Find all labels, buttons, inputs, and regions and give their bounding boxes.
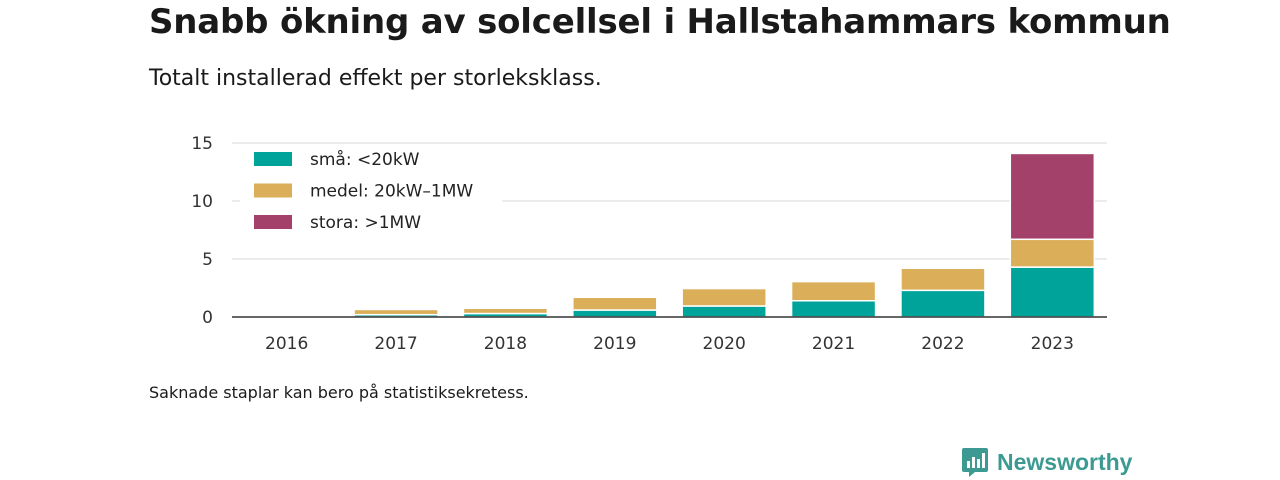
brand-name: Newsworthy (997, 448, 1133, 475)
bar-segment (681, 305, 767, 318)
y-tick-label: 10 (191, 192, 213, 212)
bar-segment (681, 287, 767, 307)
y-tick-label: 5 (202, 250, 213, 270)
x-tick-label: 2016 (265, 334, 308, 354)
bar-segment (900, 267, 986, 292)
x-tick-label: 2017 (374, 334, 417, 354)
bar-segment (900, 289, 986, 318)
bar-segment (790, 280, 877, 302)
legend-label: medel: 20kW–1MW (310, 182, 473, 202)
x-tick-label: 2019 (593, 334, 636, 354)
legend-label: stora: >1MW (310, 213, 421, 233)
legend-swatch (254, 183, 292, 198)
y-tick-label: 15 (191, 134, 213, 154)
bar-segment (572, 309, 658, 318)
x-tick-label: 2022 (921, 334, 964, 354)
x-tick-label: 2020 (703, 334, 746, 354)
x-tick-label: 2018 (484, 334, 527, 354)
chart-subtitle: Totalt installerad effekt per storlekskl… (149, 66, 602, 91)
bar-segment (1009, 266, 1096, 318)
bar-segment (790, 300, 877, 318)
bar-segment (1009, 238, 1096, 268)
bar-segment (1009, 152, 1096, 241)
x-tick-label: 2023 (1031, 334, 1074, 354)
chart-title: Snabb ökning av solcellsel i Hallstahamm… (149, 2, 1171, 42)
legend-label: små: <20kW (310, 149, 420, 170)
stacked-bar-chart: 0 5 10 15 2016 2017 2018 2019 2020 2021 2022 2023 sm… (191, 134, 1107, 354)
brand-logo: Newsworthy (961, 446, 1132, 478)
bar-segment (353, 308, 439, 316)
y-tick-label: 0 (202, 308, 213, 328)
x-tick-label: 2021 (812, 334, 855, 354)
legend-swatch (254, 152, 292, 166)
bar-segment (572, 296, 658, 311)
newsworthy-logo-icon (962, 448, 988, 477)
bar-segment (462, 307, 549, 315)
legend-swatch (254, 215, 292, 229)
footnote: Saknade staplar kan bero på statistiksek… (149, 383, 529, 402)
